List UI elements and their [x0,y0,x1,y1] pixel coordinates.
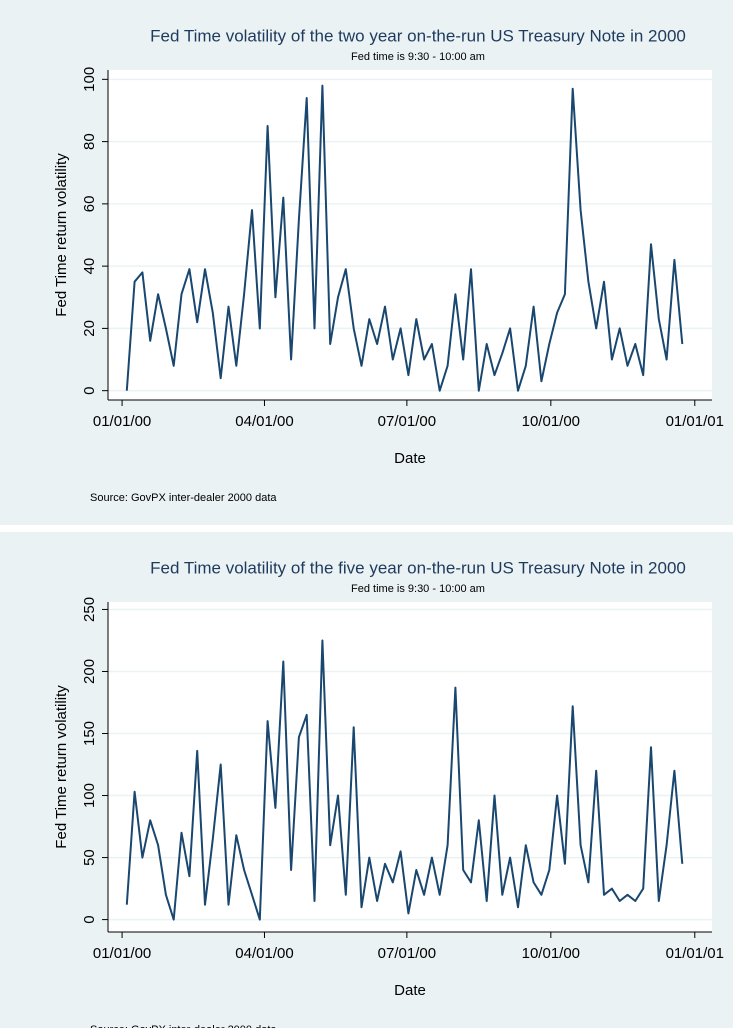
source-note: Source: GovPX inter-dealer 2000 data [90,492,277,504]
x-tick-label: 01/01/00 [93,413,151,430]
y-tick-label: 200 [81,659,98,684]
x-tick-label: 01/01/01 [666,945,724,962]
data-line [125,84,684,392]
x-tick-label: 04/01/00 [235,945,293,962]
x-tick-label: 01/01/01 [666,413,724,430]
plot-region [108,70,712,400]
chart-panel: Fed Time volatility of the two year on-t… [0,0,733,525]
x-axis-label: Date [394,450,426,467]
x-tick-label: 04/01/00 [235,413,293,430]
y-tick-label: 50 [81,849,98,866]
y-tick-label: 100 [81,67,98,92]
y-axis-label: Fed Time return volatility [53,685,70,849]
y-tick-label: 0 [81,386,98,394]
y-tick-label: 100 [81,783,98,808]
y-tick-label: 80 [81,133,98,150]
x-axis-label: Date [394,982,426,999]
chart-subtitle: Fed time is 9:30 - 10:00 am [351,51,485,63]
x-tick-label: 01/01/00 [93,945,151,962]
x-tick-label: 07/01/00 [378,413,436,430]
x-tick-label: 10/01/00 [522,945,580,962]
chart-subtitle: Fed time is 9:30 - 10:00 am [351,583,485,595]
y-tick-label: 0 [81,915,98,923]
y-axis-label: Fed Time return volatility [53,153,70,317]
y-tick-label: 40 [81,258,98,275]
chart-title: Fed Time volatility of the two year on-t… [150,26,686,45]
source-note: Source: GovPX inter-dealer 2000 data [90,1024,277,1028]
y-tick-label: 60 [81,196,98,213]
data-line [125,639,684,921]
y-tick-label: 250 [81,597,98,622]
chart-panel: Fed Time volatility of the five year on-… [0,532,733,1028]
chart-title: Fed Time volatility of the five year on-… [150,558,686,577]
x-tick-label: 07/01/00 [378,945,436,962]
y-tick-label: 20 [81,320,98,337]
x-tick-label: 10/01/00 [522,413,580,430]
y-tick-label: 150 [81,721,98,746]
